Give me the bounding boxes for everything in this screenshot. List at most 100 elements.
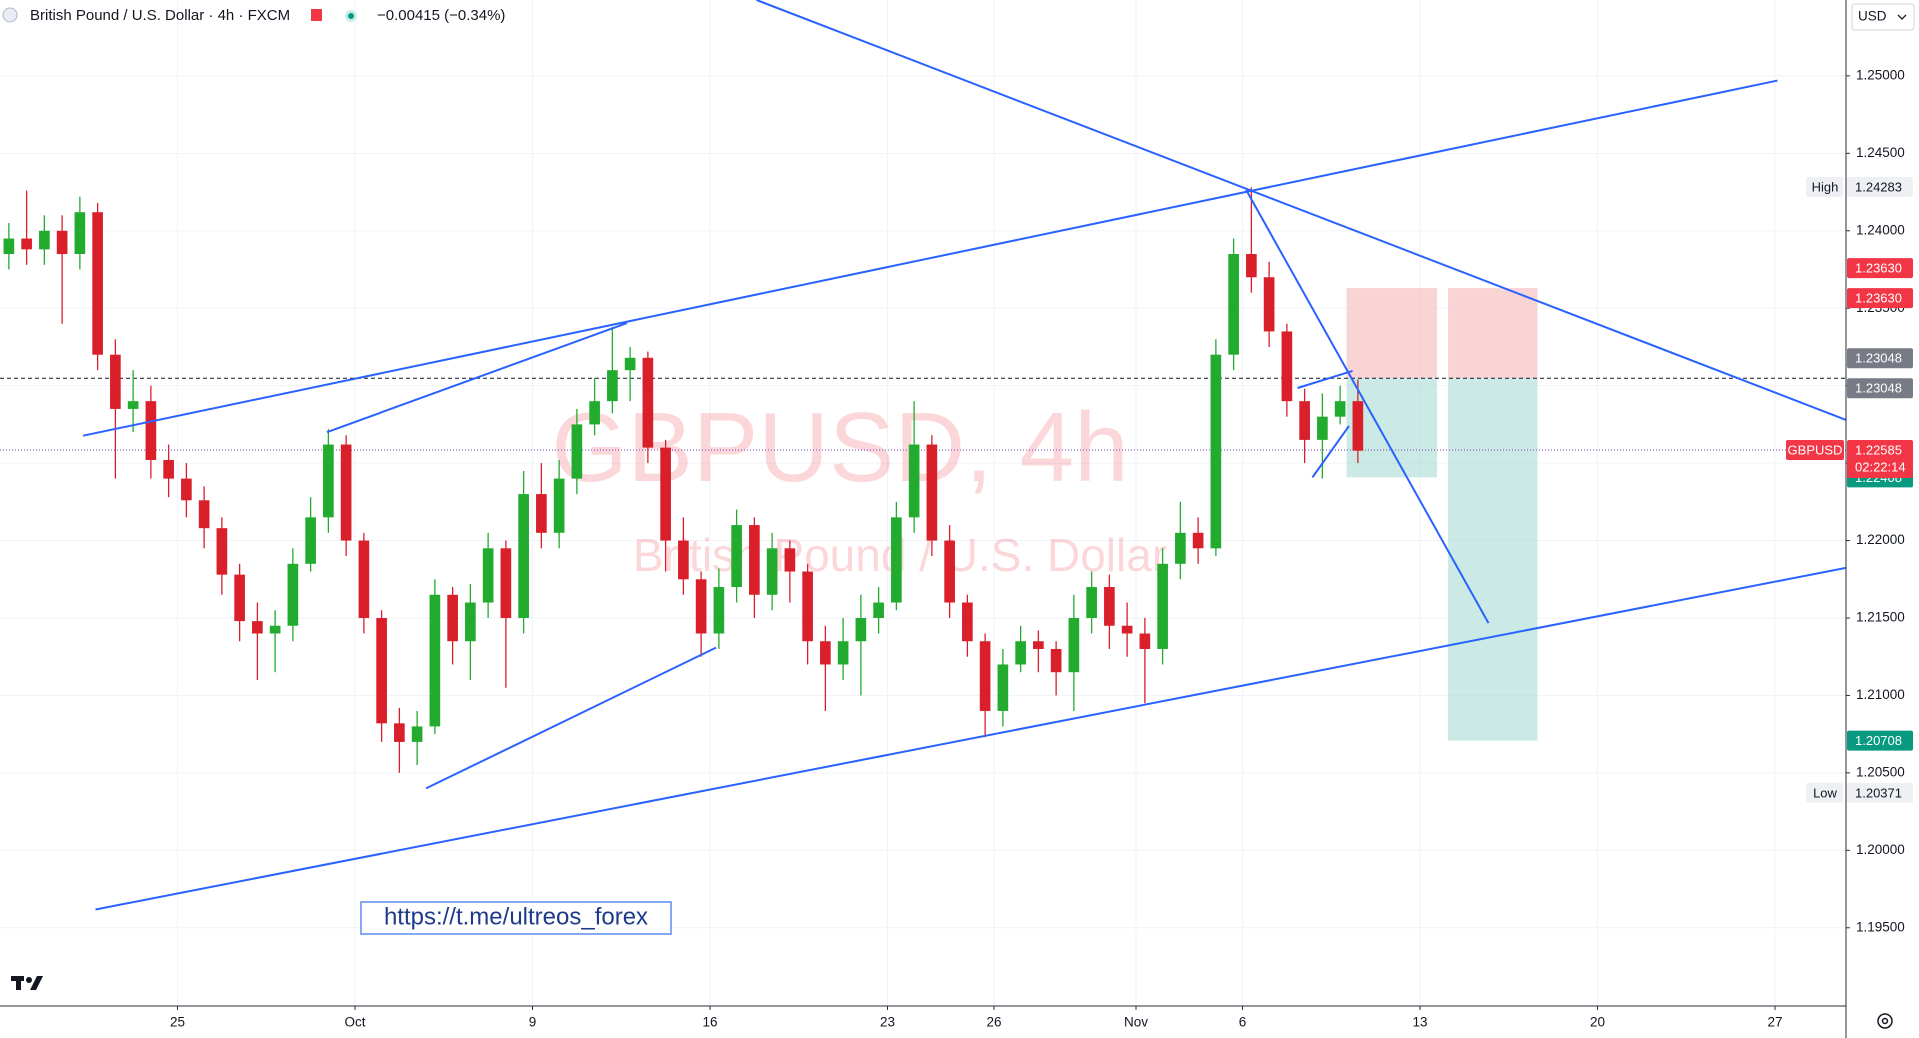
settings-icon[interactable] xyxy=(1877,1013,1893,1029)
candle-body xyxy=(589,401,600,425)
status-dot xyxy=(348,13,354,19)
candle-body xyxy=(56,230,68,255)
candle-body xyxy=(269,625,281,634)
candle-body xyxy=(1263,277,1275,332)
price-tag-label: 1.24283 xyxy=(1855,179,1902,194)
candle-body xyxy=(944,540,955,603)
candle-body xyxy=(607,370,618,402)
y-tick-label: 1.20000 xyxy=(1856,842,1905,857)
price-tag-name-box xyxy=(1806,782,1843,803)
axes: 1.19500 1.20000 1.20500 1.21000 1.21500 1.220… xyxy=(170,67,1913,1030)
candle-body xyxy=(1192,532,1204,549)
candle-body xyxy=(1352,401,1364,451)
link-text[interactable]: https://t.me/ultreos_forex xyxy=(384,903,648,930)
candle-body xyxy=(358,540,370,619)
currency[interactable]: USD xyxy=(1858,9,1887,24)
candle-body xyxy=(837,641,849,665)
x-tick-label: 25 xyxy=(170,1015,185,1030)
settings-core xyxy=(1881,1017,1889,1025)
candle-body xyxy=(198,500,210,529)
candle-body xyxy=(820,641,831,665)
x-tick-label: Oct xyxy=(344,1015,365,1030)
y-tick-label: 1.25000 xyxy=(1856,67,1905,82)
y-tick-label: 1.21000 xyxy=(1856,687,1905,702)
candle-body xyxy=(695,579,707,634)
candle-body xyxy=(962,602,973,642)
last-price-label: 1.22585 xyxy=(1855,442,1902,457)
candle-body xyxy=(1210,354,1222,549)
price-tag-name: High xyxy=(1812,179,1839,194)
candle-body xyxy=(3,238,15,255)
plot-area xyxy=(0,0,1846,911)
candle-body xyxy=(323,444,334,518)
last-price-name: GBPUSD xyxy=(1788,442,1843,457)
currency-box[interactable] xyxy=(1851,3,1915,31)
candle-body xyxy=(110,354,121,409)
candle-body xyxy=(678,540,689,580)
x-tick-label: 23 xyxy=(880,1015,895,1030)
price-tag xyxy=(1847,176,1913,197)
x-tick-label: 6 xyxy=(1239,1015,1247,1030)
trend-line xyxy=(95,566,1846,911)
price-tag-name-box xyxy=(1806,176,1843,197)
x-tick-label: Nov xyxy=(1124,1015,1148,1030)
price-tag-label: 1.20708 xyxy=(1855,733,1902,748)
candle-body xyxy=(553,478,565,533)
price-tag xyxy=(1847,782,1913,803)
link-frame xyxy=(360,901,672,935)
link-box[interactable]: https://t.me/ultreos_forex xyxy=(360,901,672,935)
x-tick-label: 20 xyxy=(1590,1015,1605,1030)
candle-body xyxy=(660,447,671,541)
x-tick-label: 26 xyxy=(986,1015,1001,1030)
last-price-tag xyxy=(1847,439,1913,478)
price-tag xyxy=(1847,288,1913,309)
last-price-name-box xyxy=(1786,439,1844,460)
x-tick-label: 27 xyxy=(1767,1015,1782,1030)
candle-body xyxy=(1121,625,1133,634)
candle-body xyxy=(1246,254,1257,278)
candle-body xyxy=(1175,532,1186,564)
price-tag xyxy=(1847,730,1913,751)
candle-body xyxy=(21,238,32,250)
price-tag xyxy=(1847,378,1913,399)
candle-body xyxy=(1068,618,1080,673)
target-zone xyxy=(1448,378,1538,741)
candle-body xyxy=(216,528,228,575)
price-tag-label: 1.23048 xyxy=(1855,351,1902,366)
candle-body xyxy=(376,618,387,724)
candle-body xyxy=(1015,641,1026,665)
tv-logo xyxy=(11,976,43,990)
y-tick-label: 1.21500 xyxy=(1856,610,1905,625)
candle-body xyxy=(536,494,547,533)
flag-icon[interactable] xyxy=(311,9,322,21)
candle-body xyxy=(394,723,405,742)
currency-caret xyxy=(1897,14,1907,20)
candle-body xyxy=(1104,587,1115,626)
candle-body xyxy=(447,594,458,642)
candle-body xyxy=(1317,416,1328,440)
candle-body xyxy=(1050,648,1062,673)
candle-body xyxy=(624,357,636,371)
settings-ring[interactable] xyxy=(1877,1013,1893,1029)
candle-body xyxy=(873,602,884,619)
candle-body xyxy=(429,594,441,727)
y-tick-label: 1.20500 xyxy=(1856,764,1905,779)
candle-body xyxy=(39,230,50,250)
candle-body xyxy=(411,726,423,742)
candle-body xyxy=(997,664,1009,711)
watermark-title: GBPUSD, 4h xyxy=(551,392,1128,502)
price-change: −0.00415 (−0.34%) xyxy=(377,7,505,24)
trend-line xyxy=(1245,189,1490,624)
logo-stem xyxy=(16,976,21,990)
price-tag-label: 1.23048 xyxy=(1855,381,1902,396)
candle-body xyxy=(802,571,813,642)
trend-line xyxy=(425,646,717,790)
candle-body xyxy=(287,563,299,626)
candle-body xyxy=(145,401,157,461)
currency-button[interactable]: USD xyxy=(1851,3,1915,31)
candle-body xyxy=(234,574,245,622)
candle-body xyxy=(979,641,991,711)
price-tag xyxy=(1847,348,1913,369)
